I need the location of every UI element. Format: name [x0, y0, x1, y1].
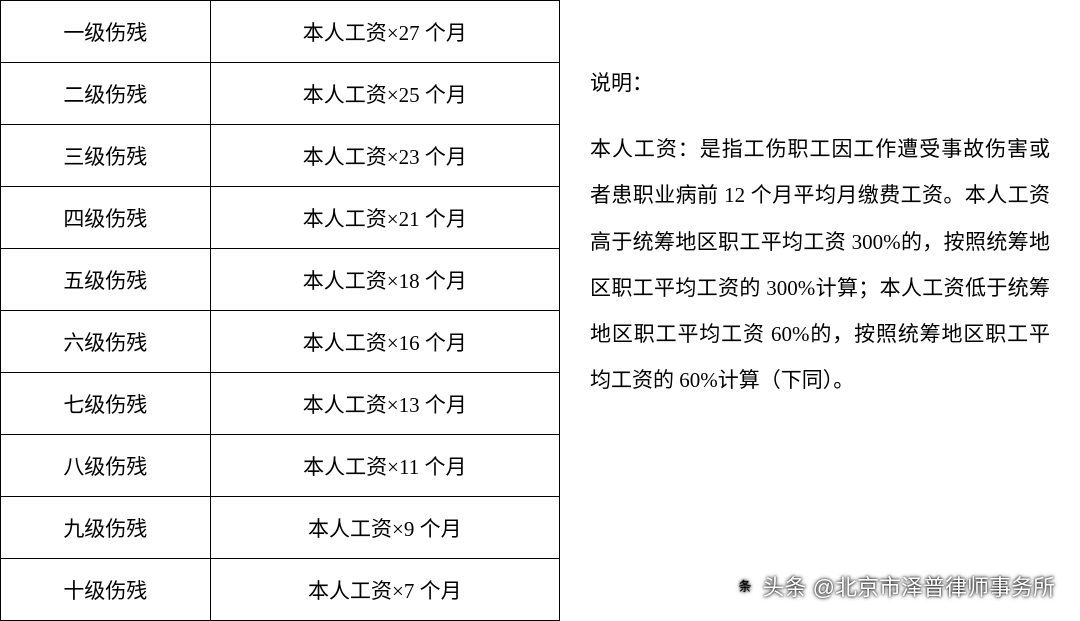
table-row: 二级伤残本人工资×25 个月 — [1, 63, 560, 125]
formula-cell: 本人工资×11 个月 — [210, 435, 559, 497]
formula-cell: 本人工资×25 个月 — [210, 63, 559, 125]
level-cell: 三级伤残 — [1, 125, 211, 187]
table-row: 九级伤残本人工资×9 个月 — [1, 497, 560, 559]
level-cell: 二级伤残 — [1, 63, 211, 125]
svg-text:条: 条 — [738, 579, 751, 594]
table-row: 六级伤残本人工资×16 个月 — [1, 311, 560, 373]
formula-cell: 本人工资×18 个月 — [210, 249, 559, 311]
formula-cell: 本人工资×13 个月 — [210, 373, 559, 435]
formula-cell: 本人工资×9 个月 — [210, 497, 559, 559]
toutiao-icon: 条 — [733, 574, 757, 598]
table: 一级伤残本人工资×27 个月二级伤残本人工资×25 个月三级伤残本人工资×23 … — [0, 0, 560, 621]
explanation-body: 本人工资：是指工伤职工因工作遭受事故伤害或者患职业病前 12 个月平均月缴费工资… — [590, 126, 1050, 403]
level-cell: 十级伤残 — [1, 559, 211, 621]
compensation-table: 一级伤残本人工资×27 个月二级伤残本人工资×25 个月三级伤残本人工资×23 … — [0, 0, 560, 620]
watermark: 条 头条 @北京市泽普律师事务所 — [733, 570, 1055, 602]
formula-cell: 本人工资×23 个月 — [210, 125, 559, 187]
table-row: 七级伤残本人工资×13 个月 — [1, 373, 560, 435]
explanation-section: 说明： 本人工资：是指工伤职工因工作遭受事故伤害或者患职业病前 12 个月平均月… — [560, 0, 1080, 620]
level-cell: 七级伤残 — [1, 373, 211, 435]
table-row: 五级伤残本人工资×18 个月 — [1, 249, 560, 311]
formula-cell: 本人工资×16 个月 — [210, 311, 559, 373]
watermark-text: 头条 @北京市泽普律师事务所 — [763, 570, 1055, 602]
table-row: 一级伤残本人工资×27 个月 — [1, 1, 560, 63]
level-cell: 一级伤残 — [1, 1, 211, 63]
formula-cell: 本人工资×21 个月 — [210, 187, 559, 249]
level-cell: 六级伤残 — [1, 311, 211, 373]
table-row: 十级伤残本人工资×7 个月 — [1, 559, 560, 621]
explanation-title: 说明： — [590, 60, 1050, 106]
level-cell: 九级伤残 — [1, 497, 211, 559]
level-cell: 八级伤残 — [1, 435, 211, 497]
table-row: 八级伤残本人工资×11 个月 — [1, 435, 560, 497]
table-row: 四级伤残本人工资×21 个月 — [1, 187, 560, 249]
formula-cell: 本人工资×27 个月 — [210, 1, 559, 63]
formula-cell: 本人工资×7 个月 — [210, 559, 559, 621]
level-cell: 五级伤残 — [1, 249, 211, 311]
table-row: 三级伤残本人工资×23 个月 — [1, 125, 560, 187]
level-cell: 四级伤残 — [1, 187, 211, 249]
